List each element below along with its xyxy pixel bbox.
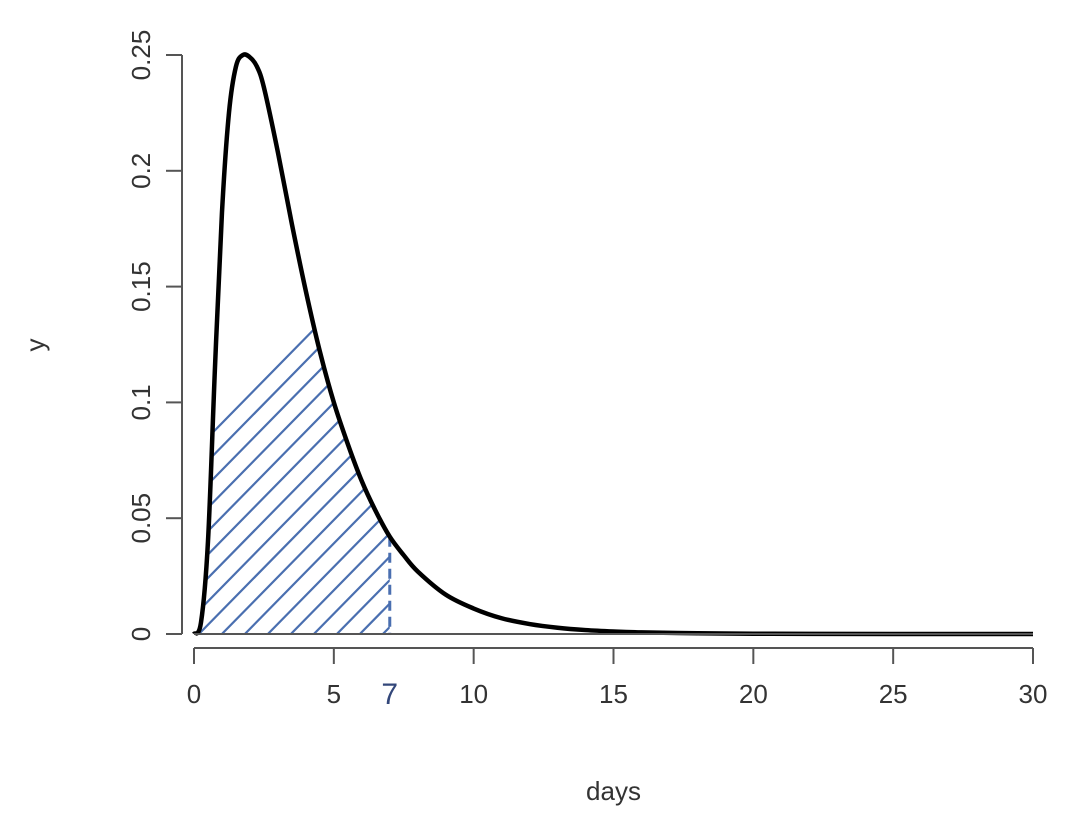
x-tick-label: 15: [599, 679, 628, 709]
hatch-line: [470, 39, 1059, 639]
hatch-line: [884, 39, 1080, 639]
y-tick-label: 0: [126, 627, 156, 641]
hatch-line: [377, 54, 390, 634]
hatch-line: [562, 39, 1080, 639]
hatch-line: [194, 54, 390, 634]
hatch-line: [1022, 39, 1080, 639]
density-curve: [192, 52, 1034, 637]
hatch-line: [608, 39, 1080, 639]
x-axis-title: days: [586, 776, 641, 806]
hatch-line: [953, 39, 1080, 639]
marker-label: 7: [381, 678, 398, 711]
hatch-line: [262, 54, 390, 634]
y-axis-title: y: [20, 339, 50, 352]
hatch-line: [194, 54, 390, 634]
hatch-line: [792, 39, 1080, 639]
hatch-line: [447, 39, 1036, 639]
hatch-line: [746, 39, 1080, 639]
hatch-line: [194, 54, 390, 634]
hatch-line: [723, 39, 1080, 639]
y-tick-label: 0.1: [126, 384, 156, 420]
hatch-line: [493, 39, 1080, 639]
hatch-line: [838, 39, 1080, 639]
x-tick-label: 20: [739, 679, 768, 709]
hatch-line: [654, 39, 1080, 639]
hatch-line: [239, 54, 390, 634]
hatch-line: [861, 39, 1080, 639]
y-tick-label: 0.05: [126, 493, 156, 544]
hatch-line: [194, 54, 390, 634]
x-tick-label: 10: [459, 679, 488, 709]
hatch-line: [907, 39, 1080, 639]
hatch-line: [999, 39, 1080, 639]
hatch-line: [354, 54, 390, 634]
hatch-line: [585, 39, 1080, 639]
hatch-line: [516, 39, 1080, 639]
hatch-line: [815, 39, 1080, 639]
hatch-line: [285, 54, 390, 634]
hatch-line: [631, 39, 1080, 639]
y-tick-label: 0.15: [126, 261, 156, 312]
hatched-area: [194, 39, 1080, 639]
hatch-line: [194, 54, 390, 634]
x-tick-label: 30: [1019, 679, 1048, 709]
hatch-line: [424, 39, 1013, 639]
y-tick-label: 0.25: [126, 30, 156, 81]
x-tick-label: 0: [187, 679, 201, 709]
hatch-line: [1045, 39, 1080, 639]
hatch-line: [769, 39, 1080, 639]
axes: 0 5 10 15 20 25 30 0 0.05 0.1 0.15 0.2 0.25: [126, 30, 1047, 709]
hatch-line: [930, 39, 1080, 639]
y-tick-label: 0.2: [126, 153, 156, 189]
hatch-line: [1068, 39, 1080, 639]
x-tick-label: 25: [879, 679, 908, 709]
hatch-line: [976, 39, 1080, 639]
hatch-line: [331, 54, 390, 634]
x-tick-label: 5: [327, 679, 341, 709]
hatch-line: [539, 39, 1080, 639]
hatch-line: [700, 39, 1080, 639]
hatch-line: [677, 39, 1080, 639]
hatch-line: [216, 54, 390, 634]
hatch-line: [401, 39, 990, 639]
